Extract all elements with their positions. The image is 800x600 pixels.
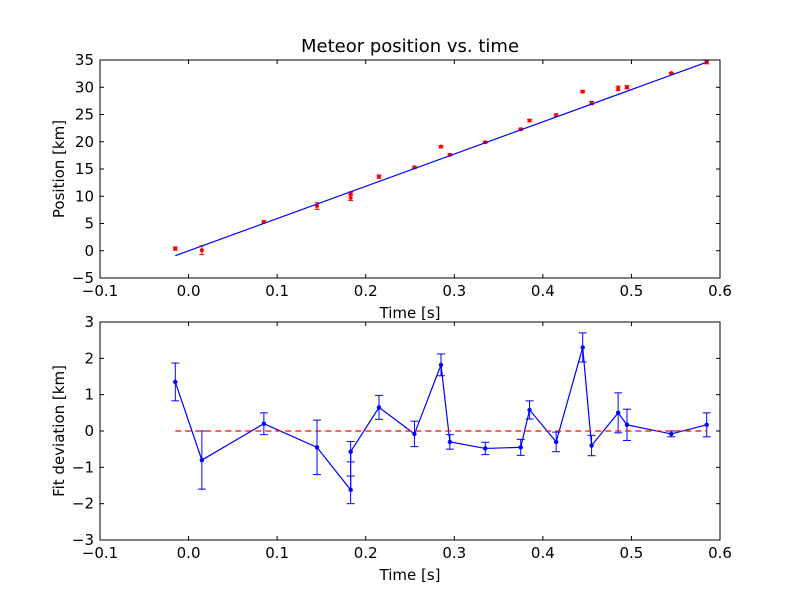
y-tick-label: −2 bbox=[72, 495, 94, 513]
data-point bbox=[704, 422, 709, 428]
y-tick-label: 0 bbox=[84, 422, 94, 440]
series-1 bbox=[172, 60, 710, 256]
data-point bbox=[314, 445, 320, 450]
x-tick-label: 0.4 bbox=[531, 544, 555, 562]
y-tick-label: 5 bbox=[84, 215, 94, 233]
data-point bbox=[199, 248, 204, 253]
data-point bbox=[616, 86, 621, 91]
x-tick-label: 0.6 bbox=[708, 282, 732, 300]
y-tick-label: 30 bbox=[75, 78, 94, 96]
data-point bbox=[348, 487, 353, 493]
y-axis-label: Position [km] bbox=[50, 120, 68, 218]
x-axis-label: Time [s] bbox=[379, 304, 441, 322]
data-point bbox=[580, 89, 585, 94]
data-point bbox=[527, 118, 532, 123]
plot-frame bbox=[99, 321, 721, 541]
chart-panel-1: Meteor position vs. time −0.1 0.0 0.1 0.2 0.3… bbox=[50, 36, 732, 322]
y-tick-label: 35 bbox=[75, 51, 94, 69]
data-point bbox=[173, 246, 178, 251]
data-point bbox=[624, 422, 630, 428]
series-2 bbox=[175, 61, 707, 257]
data-point bbox=[518, 445, 523, 450]
data-point bbox=[173, 379, 178, 385]
data-point bbox=[348, 195, 353, 200]
y-tick-label: 20 bbox=[75, 133, 94, 151]
x-tick-label: 0.1 bbox=[265, 282, 289, 300]
data-point bbox=[348, 449, 353, 454]
x-tick-label: 0.1 bbox=[265, 544, 289, 562]
data-point bbox=[447, 439, 453, 445]
data-point bbox=[412, 431, 417, 437]
x-tick-label: −0.1 bbox=[82, 544, 118, 562]
x-tick-label: 0.3 bbox=[442, 544, 466, 562]
data-point bbox=[527, 407, 532, 413]
y-tick-label: 1 bbox=[84, 386, 94, 404]
series-1 bbox=[171, 332, 711, 505]
x-tick-label: −0.1 bbox=[82, 282, 118, 300]
plot-frame bbox=[99, 59, 721, 279]
data-point bbox=[553, 439, 559, 445]
data-point bbox=[580, 345, 585, 350]
data-point bbox=[438, 362, 444, 368]
y-tick-label: 10 bbox=[75, 187, 94, 205]
data-point bbox=[439, 144, 443, 149]
data-point bbox=[589, 443, 594, 448]
y-tick-label: −1 bbox=[72, 458, 94, 476]
y-tick-label: 15 bbox=[75, 160, 94, 178]
data-point bbox=[669, 431, 674, 437]
y-axis-label: Fit deviation [km] bbox=[50, 365, 68, 497]
data-point bbox=[376, 405, 382, 410]
deviation-line bbox=[174, 347, 707, 492]
data-point bbox=[199, 457, 205, 463]
y-tick-label: 25 bbox=[75, 106, 94, 124]
x-tick-label: 0.5 bbox=[619, 282, 643, 300]
y-tick-label: 3 bbox=[84, 313, 94, 331]
x-tick-label: 0.2 bbox=[354, 282, 378, 300]
data-point bbox=[625, 85, 629, 90]
data-point bbox=[615, 410, 621, 416]
x-tick-label: 0.2 bbox=[354, 544, 378, 562]
data-point bbox=[377, 174, 381, 179]
y-tick-label: −5 bbox=[72, 269, 94, 287]
data-point bbox=[261, 421, 267, 426]
x-axis-label: Time [s] bbox=[379, 566, 441, 584]
x-tick-label: 0.0 bbox=[177, 544, 201, 562]
y-tick-label: 2 bbox=[84, 349, 94, 367]
x-tick-label: 0.4 bbox=[531, 282, 555, 300]
fit-line bbox=[175, 61, 707, 257]
x-tick-label: 0.3 bbox=[442, 282, 466, 300]
chart-title: Meteor position vs. time bbox=[301, 36, 519, 57]
y-tick-label: −3 bbox=[72, 531, 94, 549]
chart-panel-2: −0.1 0.0 0.1 0.2 0.3 0.4 0.5 0.6 −3 −2 −1 0 1 2 3 Time … bbox=[50, 313, 732, 584]
x-tick-label: 0.5 bbox=[619, 544, 643, 562]
x-tick-label: 0.0 bbox=[177, 282, 201, 300]
x-tick-label: 0.6 bbox=[708, 544, 732, 562]
y-tick-label: 0 bbox=[84, 242, 94, 260]
data-point bbox=[483, 446, 488, 451]
